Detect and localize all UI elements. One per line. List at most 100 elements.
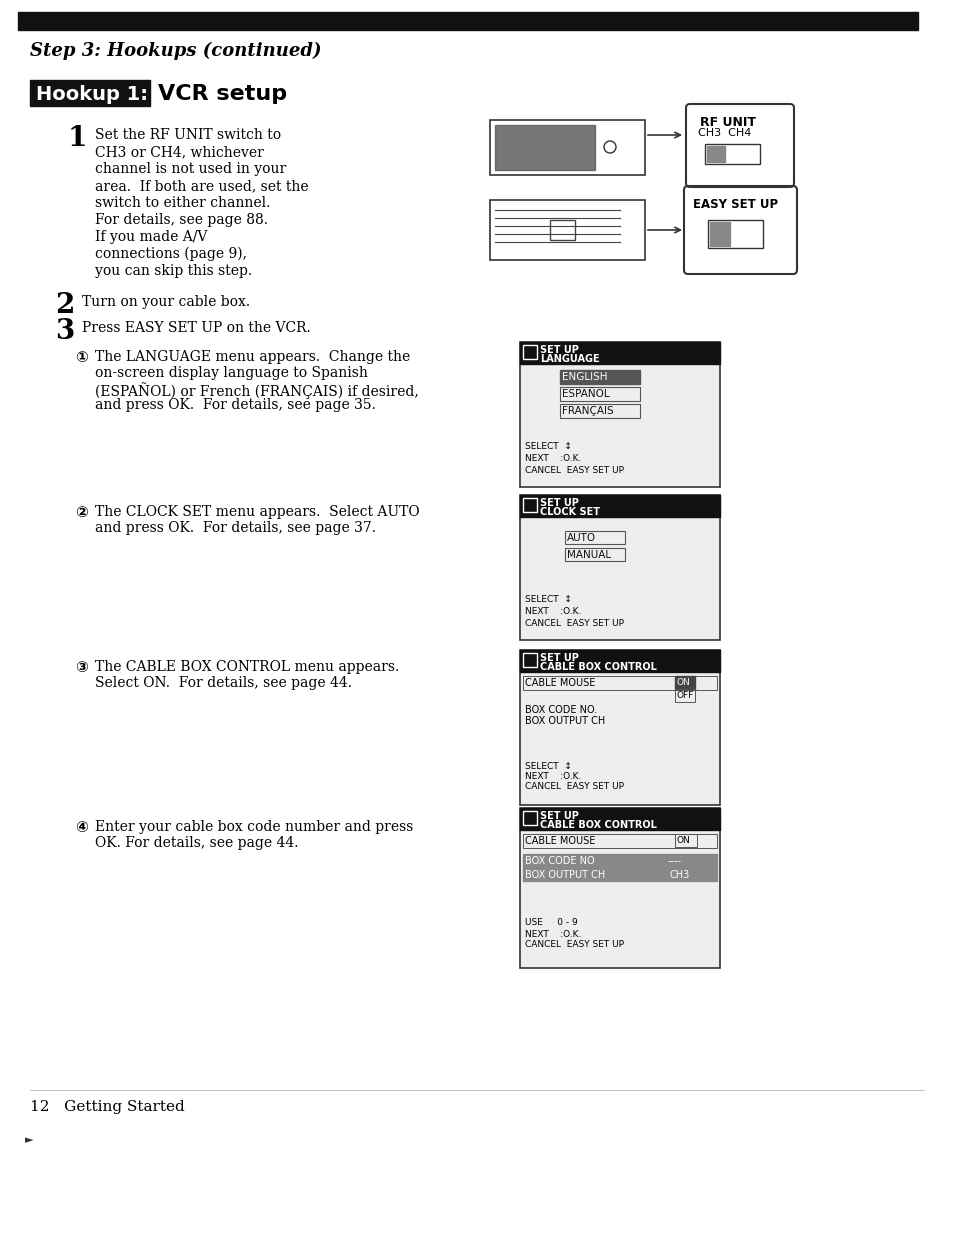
Text: Set the RF UNIT switch to: Set the RF UNIT switch to	[95, 128, 281, 142]
Text: ③: ③	[75, 659, 88, 676]
Bar	[559, 387, 639, 401]
Text: NEXT    :O.K.: NEXT :O.K.	[524, 772, 580, 781]
Text: BOX OUTPUT CH: BOX OUTPUT CH	[524, 869, 604, 881]
Text: For details, see page 88.: For details, see page 88.	[95, 212, 268, 227]
Text: ②: ②	[75, 505, 88, 520]
Text: CANCEL  EASY SET UP: CANCEL EASY SET UP	[524, 466, 623, 475]
Bar	[704, 144, 760, 164]
Text: ON: ON	[677, 678, 690, 687]
Bar	[522, 853, 717, 867]
Text: SET UP: SET UP	[539, 653, 578, 663]
Text: ESPAÑOL: ESPAÑOL	[561, 389, 609, 399]
Text: FRANÇAIS: FRANÇAIS	[561, 406, 613, 416]
Text: ----: ----	[667, 856, 681, 866]
Bar	[519, 495, 720, 640]
Text: LANGUAGE: LANGUAGE	[539, 354, 599, 364]
Text: SELECT  ↕: SELECT ↕	[524, 595, 571, 604]
Text: NEXT    :O.K.: NEXT :O.K.	[524, 454, 580, 463]
Text: CH3 or CH4, whichever: CH3 or CH4, whichever	[95, 144, 264, 159]
Text: SET UP: SET UP	[539, 498, 578, 508]
Bar	[675, 689, 695, 701]
Text: USE     0 - 9: USE 0 - 9	[524, 918, 578, 927]
Text: The CABLE BOX CONTROL menu appears.: The CABLE BOX CONTROL menu appears.	[95, 659, 399, 674]
Bar	[490, 200, 644, 261]
Text: on-screen display language to Spanish: on-screen display language to Spanish	[95, 366, 368, 380]
Text: RF UNIT: RF UNIT	[700, 116, 755, 128]
Text: area.  If both are used, set the: area. If both are used, set the	[95, 179, 309, 193]
Bar	[519, 650, 720, 805]
Text: OFF: OFF	[677, 692, 694, 700]
Text: Hookup 1:: Hookup 1:	[36, 85, 148, 104]
Bar	[519, 342, 720, 364]
Text: SELECT  ↕: SELECT ↕	[524, 762, 571, 771]
Text: Press EASY SET UP on the VCR.: Press EASY SET UP on the VCR.	[82, 321, 311, 335]
Text: ①: ①	[75, 350, 88, 366]
Text: CABLE BOX CONTROL: CABLE BOX CONTROL	[539, 820, 657, 830]
Bar	[519, 650, 720, 672]
Bar	[709, 222, 729, 246]
Bar	[519, 808, 720, 968]
Bar	[522, 811, 537, 825]
Text: CANCEL  EASY SET UP: CANCEL EASY SET UP	[524, 940, 623, 948]
Bar	[559, 370, 639, 384]
Text: BOX CODE NO.: BOX CODE NO.	[524, 705, 597, 715]
Bar	[522, 868, 717, 881]
Bar	[706, 146, 724, 162]
Text: SET UP: SET UP	[539, 811, 578, 821]
Text: CLOCK SET: CLOCK SET	[539, 508, 599, 517]
Text: (ESPAÑOL) or French (FRANÇAIS) if desired,: (ESPAÑOL) or French (FRANÇAIS) if desire…	[95, 382, 418, 399]
Bar	[675, 676, 695, 689]
Text: CABLE MOUSE: CABLE MOUSE	[524, 678, 595, 688]
Bar	[30, 80, 150, 106]
Text: Turn on your cable box.: Turn on your cable box.	[82, 295, 250, 309]
Text: connections (page 9),: connections (page 9),	[95, 247, 247, 262]
Bar	[522, 653, 537, 667]
Text: CABLE BOX CONTROL: CABLE BOX CONTROL	[539, 662, 657, 672]
Text: CH3  CH4: CH3 CH4	[698, 128, 751, 138]
Bar	[522, 345, 537, 359]
Bar	[522, 676, 717, 690]
Text: Enter your cable box code number and press: Enter your cable box code number and pre…	[95, 820, 413, 834]
Text: The LANGUAGE menu appears.  Change the: The LANGUAGE menu appears. Change the	[95, 350, 410, 364]
Text: CABLE MOUSE: CABLE MOUSE	[524, 836, 595, 846]
Bar	[495, 125, 595, 170]
Text: OK. For details, see page 44.: OK. For details, see page 44.	[95, 836, 298, 850]
Bar	[559, 404, 639, 417]
Bar	[18, 12, 917, 30]
Text: SET UP: SET UP	[539, 345, 578, 354]
Bar	[550, 220, 575, 240]
Text: and press OK.  For details, see page 37.: and press OK. For details, see page 37.	[95, 521, 375, 535]
Text: channel is not used in your: channel is not used in your	[95, 162, 286, 177]
Text: 12   Getting Started: 12 Getting Started	[30, 1100, 185, 1114]
Text: CANCEL  EASY SET UP: CANCEL EASY SET UP	[524, 782, 623, 790]
Bar	[707, 220, 762, 248]
Bar	[519, 342, 720, 487]
Text: you can skip this step.: you can skip this step.	[95, 264, 252, 278]
Text: BOX CODE NO: BOX CODE NO	[524, 856, 594, 866]
Text: NEXT    :O.K.: NEXT :O.K.	[524, 606, 580, 616]
Text: ►: ►	[25, 1135, 33, 1145]
Text: The CLOCK SET menu appears.  Select AUTO: The CLOCK SET menu appears. Select AUTO	[95, 505, 419, 519]
Text: BOX OUTPUT CH: BOX OUTPUT CH	[524, 716, 604, 726]
Bar	[490, 120, 644, 175]
Text: EASY SET UP: EASY SET UP	[692, 198, 778, 211]
Text: SELECT  ↕: SELECT ↕	[524, 442, 571, 451]
Text: MANUAL: MANUAL	[566, 550, 611, 559]
Text: AUTO: AUTO	[566, 534, 596, 543]
Text: CANCEL  EASY SET UP: CANCEL EASY SET UP	[524, 619, 623, 629]
Text: 3: 3	[55, 317, 74, 345]
Bar	[675, 834, 697, 847]
Text: ④: ④	[75, 820, 88, 835]
Bar	[564, 548, 624, 561]
Text: CH3: CH3	[669, 869, 690, 881]
Text: switch to either channel.: switch to either channel.	[95, 196, 270, 210]
Text: 1: 1	[68, 125, 88, 152]
Text: Select ON.  For details, see page 44.: Select ON. For details, see page 44.	[95, 676, 352, 690]
Text: If you made A/V: If you made A/V	[95, 230, 207, 245]
Bar	[519, 808, 720, 830]
Text: ON: ON	[677, 836, 690, 845]
Bar	[522, 498, 537, 513]
Text: and press OK.  For details, see page 35.: and press OK. For details, see page 35.	[95, 398, 375, 412]
Text: NEXT    :O.K.: NEXT :O.K.	[524, 930, 580, 939]
Text: VCR setup: VCR setup	[158, 84, 287, 104]
